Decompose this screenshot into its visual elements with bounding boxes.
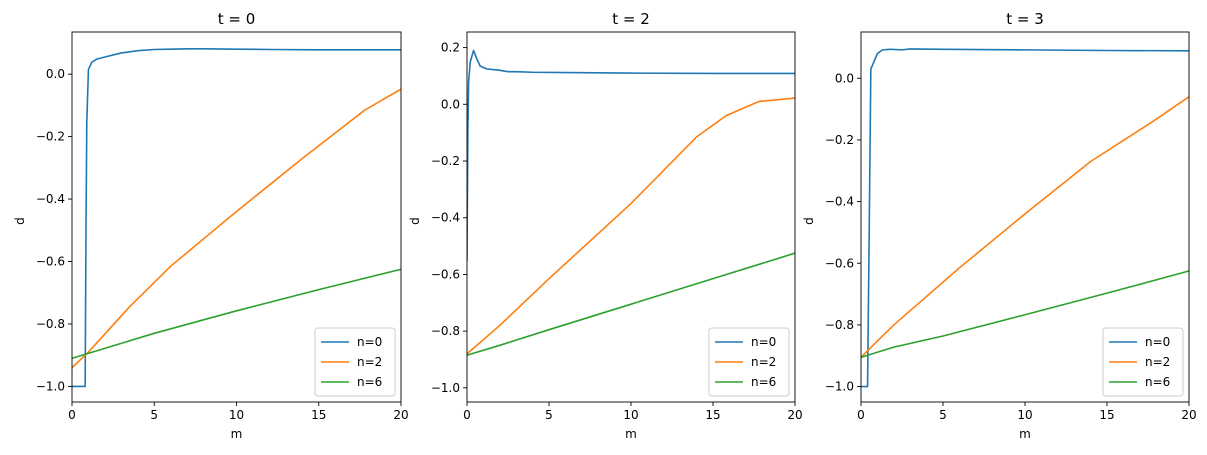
y-tick-label: −0.2 [36, 130, 65, 144]
x-tick-label: 10 [623, 408, 638, 422]
x-axis-label: m [1019, 427, 1031, 441]
x-tick-label: 10 [229, 408, 244, 422]
legend-label: n=0 [751, 335, 776, 349]
legend-label: n=6 [1145, 375, 1170, 389]
y-tick-label: −0.2 [825, 133, 854, 147]
series-line-n0 [72, 48, 401, 388]
y-tick-label: −1.0 [36, 379, 65, 393]
series-line-n6 [72, 268, 401, 360]
y-tick-label: −0.6 [36, 254, 65, 268]
x-axis-label: m [625, 427, 637, 441]
legend-box [1102, 327, 1184, 397]
legend-label: n=6 [357, 375, 382, 389]
series-line-n2 [467, 97, 795, 355]
series-group [861, 48, 1189, 388]
x-tick-label: 0 [463, 408, 471, 422]
x-tick-label: 5 [939, 408, 947, 422]
series-line-n0 [467, 49, 795, 262]
y-tick-label: 0.0 [835, 71, 854, 85]
legend-label: n=2 [1145, 355, 1170, 369]
x-tick-label: 20 [393, 408, 408, 422]
legend-label: n=0 [357, 335, 382, 349]
x-tick-label: 5 [545, 408, 553, 422]
y-tick-label: 0.0 [46, 67, 65, 81]
x-tick-label: 0 [68, 408, 76, 422]
y-tick-label: 0.0 [441, 97, 460, 111]
y-tick-label: −0.8 [36, 317, 65, 331]
y-tick-label: −1.0 [431, 381, 460, 395]
series-line-n6 [861, 270, 1189, 359]
series-group [467, 49, 795, 357]
y-axis-label: d [13, 217, 27, 225]
legend-label: n=2 [751, 355, 776, 369]
legend: n=0 n=2 n=6 [708, 327, 790, 397]
x-tick-label: 15 [1099, 408, 1114, 422]
legend-label: n=0 [1145, 335, 1170, 349]
y-tick-label: −1.0 [825, 380, 854, 394]
y-tick-label: −0.4 [431, 211, 460, 225]
y-axis-label: d [408, 217, 422, 225]
x-tick-label: 20 [1181, 408, 1196, 422]
series-line-n2 [861, 95, 1189, 359]
series-line-n2 [72, 88, 401, 369]
chart-title: t = 2 [612, 10, 650, 28]
series-line-n6 [467, 252, 795, 357]
legend-box [314, 327, 396, 397]
chart-panel-2: 0 5 10 15 20 0.2 0.0 −0.2 −0.4 −0.6 −0.8 −1.0 t = 2 m… [408, 10, 803, 441]
x-tick-label: 20 [787, 408, 802, 422]
y-tick-label: −0.6 [431, 267, 460, 281]
legend: n=0 n=2 n=6 [1102, 327, 1184, 397]
x-tick-label: 0 [857, 408, 865, 422]
chart-panel-3: 0 5 10 15 20 0.0 −0.2 −0.4 −0.6 −0.8 −1.0 t = 3 m d n=… [802, 10, 1197, 441]
y-tick-label: −0.4 [36, 192, 65, 206]
y-tick-label: −0.8 [431, 324, 460, 338]
x-tick-label: 10 [1017, 408, 1032, 422]
series-group [72, 48, 401, 388]
y-tick-label: −0.6 [825, 256, 854, 270]
y-axis-label: d [802, 217, 816, 225]
x-tick-label: 5 [150, 408, 158, 422]
chart-title: t = 0 [218, 10, 256, 28]
y-tick-label: −0.2 [431, 154, 460, 168]
legend-box [708, 327, 790, 397]
x-tick-label: 15 [311, 408, 326, 422]
x-axis-label: m [231, 427, 243, 441]
y-tick-label: −0.8 [825, 318, 854, 332]
y-tick-label: −0.4 [825, 195, 854, 209]
legend-label: n=2 [357, 355, 382, 369]
x-tick-label: 15 [705, 408, 720, 422]
y-tick-label: 0.2 [441, 41, 460, 55]
series-line-n0 [861, 48, 1189, 388]
chart-panel-1: 0 5 10 15 20 0.0 −0.2 −0.4 −0.6 −0.8 −1.0 t = 0 m d n=… [13, 10, 409, 441]
legend: n=0 n=2 n=6 [314, 327, 396, 397]
legend-label: n=6 [751, 375, 776, 389]
chart-title: t = 3 [1006, 10, 1044, 28]
